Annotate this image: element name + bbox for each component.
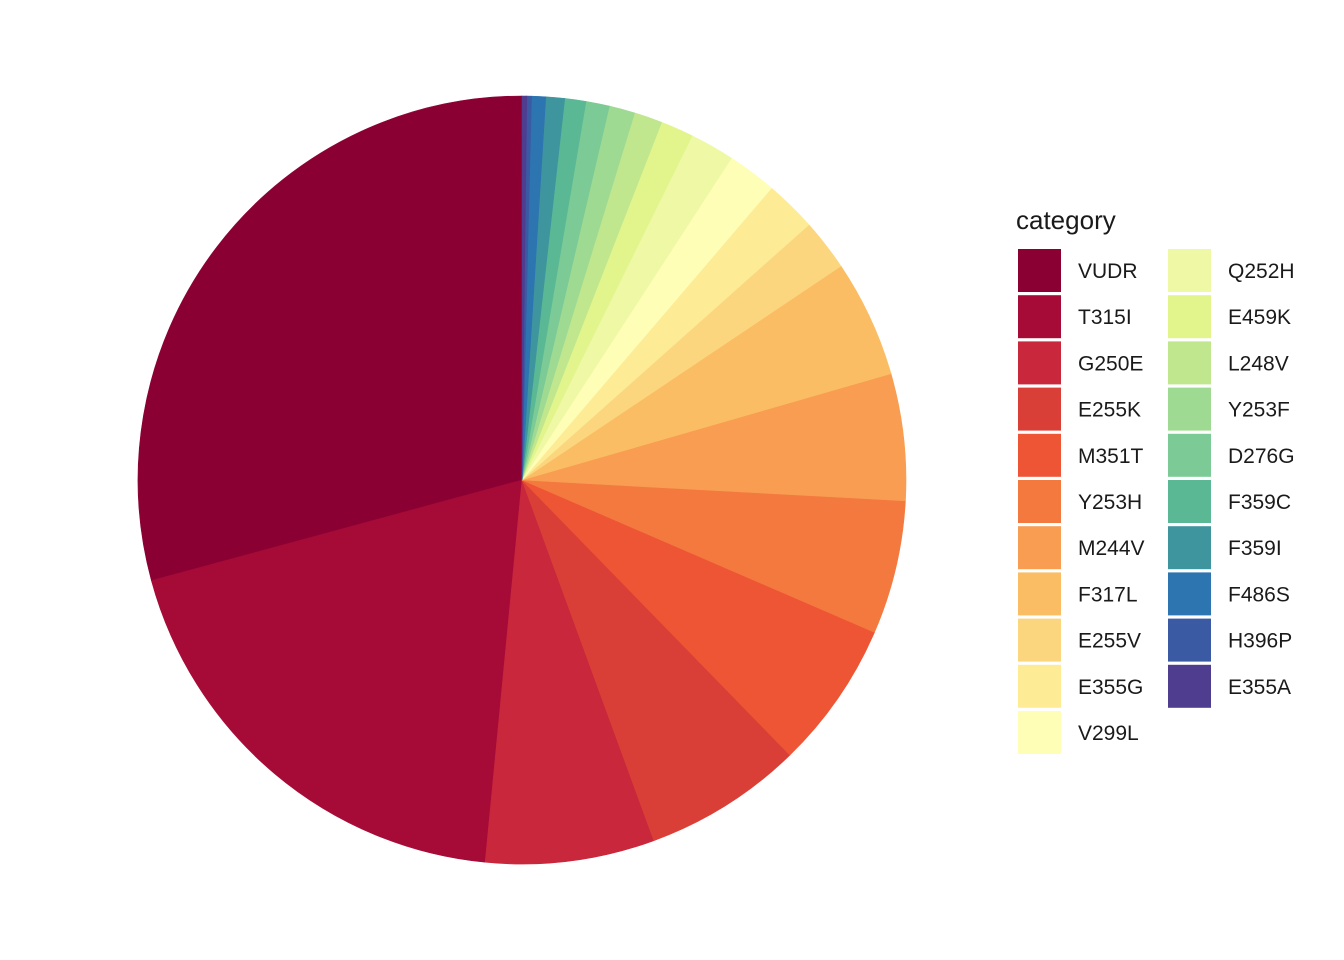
legend-key-y253f — [1168, 387, 1211, 431]
legend-key-e459k — [1168, 295, 1211, 339]
legend-key-g250e — [1018, 341, 1061, 385]
legend-key-f486s — [1168, 572, 1211, 616]
legend-label-q252h: Q252H — [1228, 260, 1295, 283]
legend-label-v299l: V299L — [1078, 722, 1139, 745]
legend-key-e355g — [1018, 664, 1061, 708]
legend-label-e355g: E355G — [1078, 676, 1143, 699]
legend-label-e255k: E255K — [1078, 399, 1141, 422]
legend-label-e459k: E459K — [1228, 306, 1291, 329]
legend-label-h396p: H396P — [1228, 630, 1292, 653]
legend-key-y253h — [1018, 480, 1061, 523]
pie-slice-t315i — [151, 479, 523, 863]
legend-label-f359i: F359I — [1228, 537, 1282, 560]
legend-key-t315i — [1018, 295, 1061, 339]
legend-label-f359c: F359C — [1228, 491, 1291, 514]
legend-label-m351t: M351T — [1078, 445, 1144, 468]
pie-slice-e355a — [521, 95, 528, 481]
legend-label-vudr: VUDR — [1078, 260, 1138, 283]
legend-key-e255v — [1018, 618, 1061, 662]
legend-key-d276g — [1168, 433, 1211, 477]
legend-key-e255k — [1018, 387, 1061, 431]
legend-key-f359i — [1168, 526, 1211, 570]
legend-label-f317l: F317L — [1078, 583, 1138, 606]
legend-key-l248v — [1168, 341, 1211, 385]
legend-label-f486s: F486S — [1228, 583, 1290, 606]
pie-slices — [137, 95, 907, 865]
legend-label-l248v: L248V — [1228, 352, 1289, 375]
legend-items: VUDR T315I G250E E255K M351T Y253H M244V F317L E… — [1018, 249, 1295, 754]
legend-key-f359c — [1168, 480, 1211, 523]
pie-slice-e255k — [521, 479, 791, 842]
legend-key-h396p — [1168, 618, 1211, 662]
pie-slice-g250e — [484, 479, 655, 865]
legend-label-e355a: E355A — [1228, 676, 1291, 699]
legend-label-m244v: M244V — [1078, 537, 1145, 560]
legend-key-v299l — [1018, 711, 1061, 754]
pie-slice-m351t — [521, 479, 875, 756]
legend-key-f317l — [1018, 572, 1061, 616]
legend-label-e255v: E255V — [1078, 630, 1141, 653]
legend-label-d276g: D276G — [1228, 445, 1295, 468]
legend-key-m244v — [1018, 526, 1061, 570]
legend: category VUDR T315I G250E E255K M351T Y253H M2… — [1016, 205, 1295, 754]
legend-label-t315i: T315I — [1078, 306, 1132, 329]
legend-key-vudr — [1018, 249, 1061, 292]
pie-slice-vudr — [137, 95, 523, 581]
legend-key-q252h — [1168, 249, 1211, 292]
legend-label-y253f: Y253F — [1228, 399, 1290, 422]
legend-key-m351t — [1018, 433, 1061, 477]
pie-slice-y253h — [521, 479, 906, 633]
legend-key-e355a — [1168, 664, 1211, 708]
legend-label-g250e: G250E — [1078, 352, 1143, 375]
legend-label-y253h: Y253H — [1078, 491, 1142, 514]
legend-title: category — [1016, 205, 1116, 235]
